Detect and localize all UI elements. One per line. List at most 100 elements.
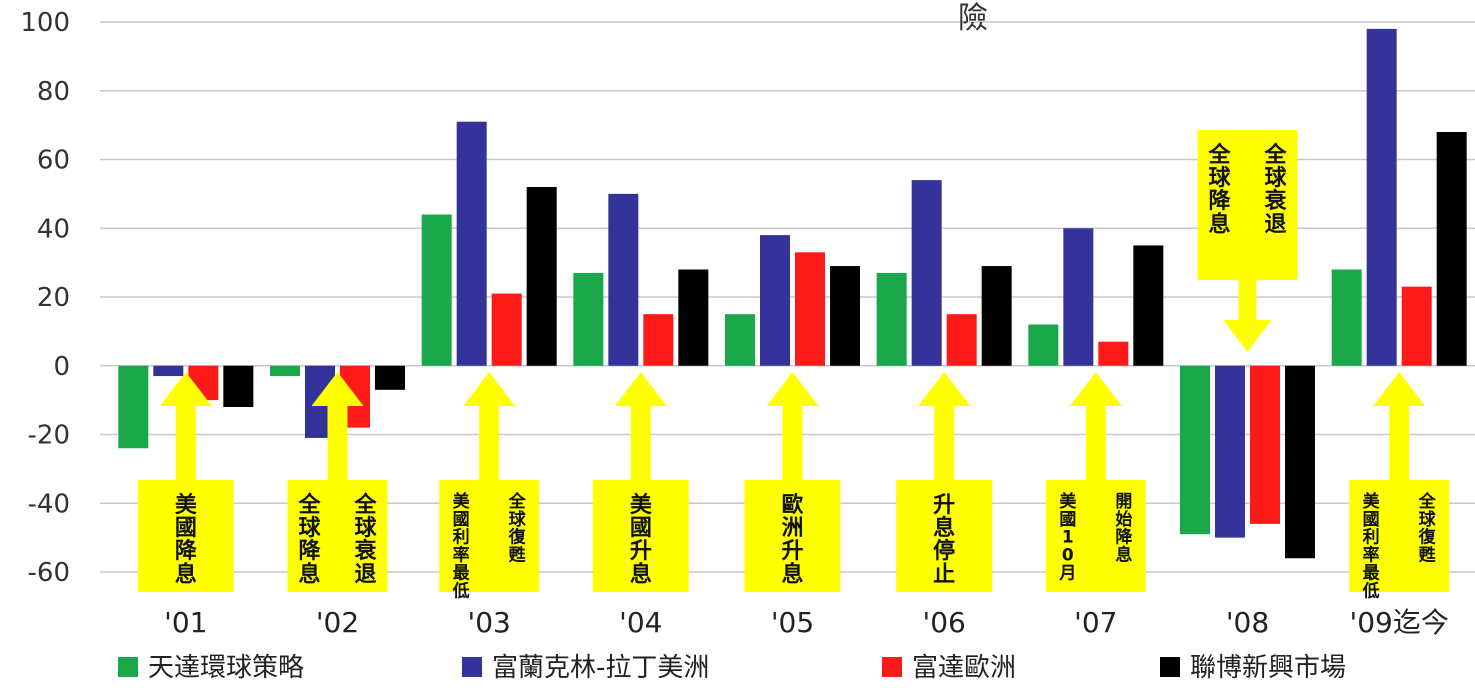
annotation-arrowhead (311, 372, 364, 406)
annotation-text: 全球降息 (297, 492, 321, 587)
annotation-arrow (782, 404, 803, 480)
legend-label: 富達歐洲 (912, 653, 1016, 683)
x-tick-label: '05 (771, 606, 814, 639)
bar-3-8 (1250, 365, 1280, 524)
legend-swatch (118, 657, 138, 677)
x-tick-label: '09迄今 (1350, 606, 1449, 639)
bar-3-9 (1401, 286, 1432, 366)
bar-1-9 (1331, 269, 1362, 366)
y-tick-label: 0 (53, 352, 70, 382)
bar-1-2 (270, 365, 300, 377)
bar-1-8 (1180, 365, 1210, 535)
bar-2-9 (1366, 28, 1397, 366)
annotation-text: 美國利率最低 (452, 491, 471, 601)
legend-label: 富蘭克林-拉丁美洲 (492, 653, 709, 683)
legend-swatch (1160, 657, 1180, 677)
bar-1-4 (573, 272, 604, 366)
annotation-box (137, 480, 234, 592)
y-tick-label: 40 (37, 214, 70, 244)
annotation-arrow (479, 404, 500, 480)
annotation-box (1349, 480, 1450, 592)
legend-label: 天達環球策略 (148, 653, 304, 683)
bar-3-4 (643, 314, 674, 366)
bar-4-7 (1133, 245, 1164, 366)
annotation-box (1045, 480, 1146, 592)
annotation-arrowhead (1069, 372, 1122, 406)
x-tick-label: '01 (164, 606, 207, 639)
annotation-arrowhead (1373, 372, 1426, 406)
bar-4-6 (981, 266, 1012, 366)
annotation-text: 美國升息 (630, 492, 653, 587)
annotation-box (287, 480, 388, 592)
x-tick-label: '04 (619, 606, 662, 639)
bar-2-6 (911, 180, 942, 366)
annotation-arrow (327, 404, 348, 480)
bar-4-1 (223, 365, 254, 407)
bar-1-6 (876, 272, 907, 366)
x-tick-label: '02 (316, 606, 359, 639)
y-tick-label: 60 (37, 146, 70, 176)
y-tick-label: -20 (28, 421, 70, 451)
annotation-text: 全球衰退 (353, 492, 377, 587)
annotation-box (1197, 130, 1298, 280)
annotation-box (592, 480, 689, 592)
legend-label: 聯博新興市場 (1190, 653, 1346, 683)
bar-4-3 (526, 187, 557, 366)
y-tick-label: 100 (20, 8, 70, 38)
annotation-arrow (1238, 280, 1257, 322)
bar-3-7 (1098, 341, 1129, 366)
legend-swatch (462, 657, 482, 677)
annotation-text: 全球衰退 (1263, 142, 1287, 237)
annotation-arrow (1085, 404, 1106, 480)
annotation-text: 全球復甦 (1418, 491, 1437, 566)
annotation-text: 全球復甦 (508, 491, 527, 566)
annotation-arrowhead (766, 372, 819, 406)
annotation-box (439, 480, 540, 592)
annotation-box (896, 480, 993, 592)
annotation-arrow (934, 404, 955, 480)
bar-2-8 (1215, 365, 1245, 538)
bar-2-4 (608, 193, 639, 366)
annotation-box (744, 480, 841, 592)
bar-1-3 (421, 214, 452, 366)
bar-4-4 (678, 269, 709, 366)
annotation-arrowhead (614, 372, 667, 406)
bar-2-1 (153, 365, 184, 377)
annotation-text: 美國 1 0 月 (1058, 491, 1077, 583)
bar-1-1 (118, 365, 149, 449)
bar-4-5 (830, 266, 860, 366)
x-tick-label: '08 (1226, 606, 1269, 639)
annotation-text: 美國利率最低 (1362, 491, 1381, 601)
x-tick-label: '03 (468, 606, 511, 639)
annotation-arrowhead (1223, 320, 1272, 352)
y-tick-label: -60 (28, 558, 70, 588)
top-text: 險 (958, 1, 988, 36)
annotation-arrow (1389, 404, 1410, 480)
annotation-text: 開始降息 (1115, 492, 1133, 566)
bar-1-7 (1028, 324, 1059, 366)
bar-3-5 (795, 252, 825, 366)
bar-3-6 (946, 314, 977, 366)
annotation-arrow (175, 404, 196, 480)
bar-4-8 (1285, 365, 1315, 559)
bar-4-9 (1436, 132, 1467, 366)
y-tick-label: -40 (28, 489, 70, 519)
bar-2-3 (456, 121, 487, 366)
annotation-arrow (630, 404, 651, 480)
bar-2-7 (1063, 228, 1094, 366)
bar-1-5 (725, 314, 755, 366)
annotation-text: 歐洲升息 (781, 492, 803, 587)
annotation-arrowhead (159, 372, 212, 406)
x-tick-label: '07 (1074, 606, 1117, 639)
y-tick-label: 80 (37, 77, 70, 107)
annotation-arrowhead (463, 372, 516, 406)
annotation-text: 升息停止 (933, 493, 955, 587)
y-tick-label: 20 (37, 283, 70, 313)
bar-3-3 (491, 293, 522, 366)
annotation-arrowhead (918, 372, 971, 406)
x-tick-label: '06 (923, 606, 966, 639)
bar-2-5 (760, 235, 790, 366)
annotation-text: 美國降息 (175, 492, 198, 587)
